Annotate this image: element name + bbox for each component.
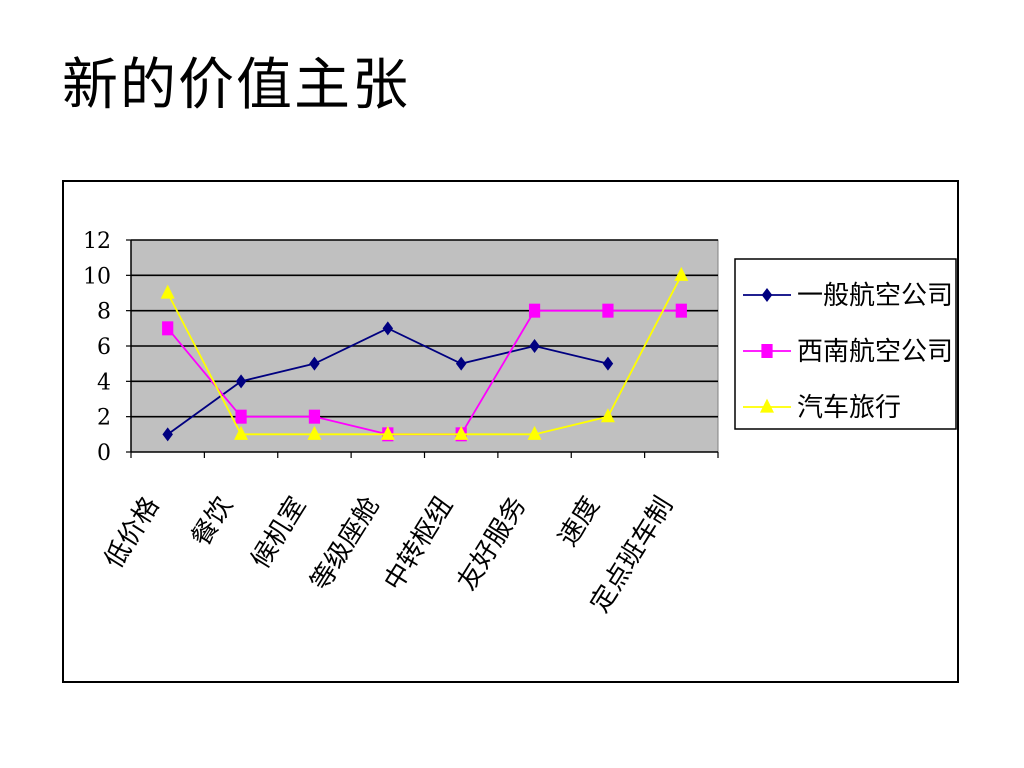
x-category-label: 低价格 — [99, 492, 166, 574]
triangle-marker — [760, 398, 774, 413]
triangle-marker — [674, 266, 689, 281]
triangle-marker — [527, 425, 542, 440]
triangle-marker — [454, 425, 469, 440]
legend-item: 一般航空公司 — [743, 281, 953, 311]
square-marker — [528, 303, 541, 318]
triangle-marker — [380, 425, 395, 440]
legend-item: 汽车旅行 — [743, 393, 901, 423]
y-tick-label: 4 — [97, 370, 111, 395]
diamond-marker — [235, 374, 247, 389]
square-marker — [602, 303, 614, 318]
triangle-marker — [600, 408, 615, 423]
x-category-label: 友好服务 — [452, 492, 533, 596]
x-category-label: 等级座舱 — [305, 492, 386, 596]
y-tick-label: 10 — [83, 264, 111, 289]
diamond-marker — [761, 288, 773, 302]
y-axis: 0 2 4 6 8 10 12 — [83, 229, 132, 466]
x-category-label: 中转枢纽 — [379, 492, 460, 596]
diamond-marker — [529, 339, 540, 353]
diamond-marker — [602, 356, 614, 371]
square-marker — [675, 303, 687, 318]
chart-frame: 0 2 4 6 8 10 12 低价格 餐饮 候机室 等级座舱 中转枢纽 友好服务 速度 定点班车制 一般… — [62, 180, 959, 683]
series-1 — [162, 321, 614, 442]
square-marker — [761, 344, 773, 358]
diamond-marker — [162, 427, 173, 442]
legend-label: 西南航空公司 — [797, 337, 953, 367]
series-line — [166, 274, 683, 436]
y-tick-label: 6 — [97, 335, 111, 360]
diamond-marker — [382, 321, 394, 336]
slide-title: 新的价值主张 — [62, 53, 410, 118]
triangle-marker — [234, 425, 249, 440]
series-group — [160, 266, 689, 442]
square-marker — [308, 409, 321, 424]
y-tick-label: 8 — [97, 300, 111, 325]
triangle-marker — [160, 284, 175, 299]
triangle-marker — [307, 425, 322, 440]
diamond-marker — [455, 356, 467, 371]
x-category-label: 候机室 — [246, 492, 313, 574]
legend-label: 一般航空公司 — [797, 281, 953, 311]
y-tick-label: 2 — [97, 406, 111, 431]
legend-item: 西南航空公司 — [743, 337, 953, 367]
y-tick-label: 12 — [83, 229, 111, 254]
square-marker — [235, 409, 247, 424]
legend-label: 汽车旅行 — [797, 393, 901, 423]
x-category-label: 餐饮 — [186, 492, 239, 552]
series-3 — [160, 266, 689, 440]
diamond-marker — [309, 356, 320, 371]
x-category-label: 速度 — [553, 492, 606, 552]
square-marker — [162, 321, 174, 336]
y-tick-label: 0 — [97, 441, 111, 466]
